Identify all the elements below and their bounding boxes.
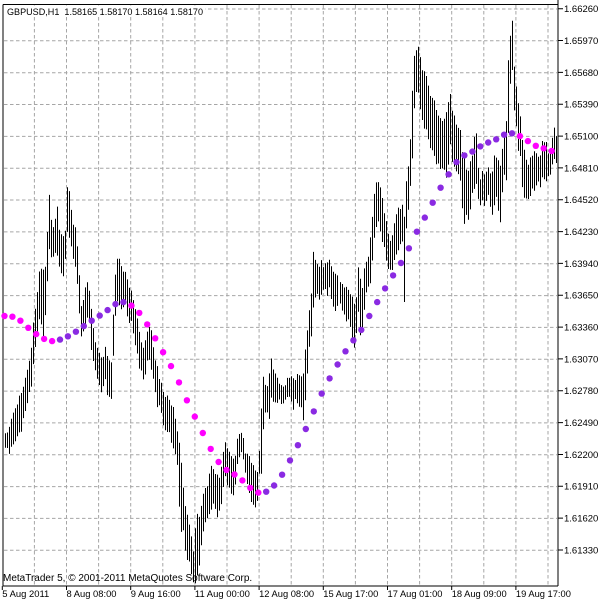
svg-text:1.62780: 1.62780 bbox=[564, 386, 598, 397]
svg-text:MetaTrader 5, © 2001-2011 Meta: MetaTrader 5, © 2001-2011 MetaQuotes Sof… bbox=[3, 573, 252, 584]
svg-text:1.62200: 1.62200 bbox=[564, 450, 598, 461]
svg-text:1.63070: 1.63070 bbox=[564, 354, 598, 365]
svg-text:1.64810: 1.64810 bbox=[564, 163, 598, 174]
svg-text:12 Aug 08:00: 12 Aug 08:00 bbox=[259, 589, 314, 600]
svg-text:1.66260: 1.66260 bbox=[564, 4, 598, 15]
svg-text:1.63940: 1.63940 bbox=[564, 259, 598, 270]
svg-text:17 Aug 01:00: 17 Aug 01:00 bbox=[388, 589, 443, 600]
svg-text:8 Aug 08:00: 8 Aug 08:00 bbox=[67, 589, 117, 600]
svg-text:5 Aug 2011: 5 Aug 2011 bbox=[2, 589, 49, 600]
svg-text:1.63650: 1.63650 bbox=[564, 291, 598, 302]
svg-text:1.63360: 1.63360 bbox=[564, 323, 598, 334]
svg-text:1.65970: 1.65970 bbox=[564, 36, 598, 47]
svg-text:1.62490: 1.62490 bbox=[564, 418, 598, 429]
svg-text:1.61620: 1.61620 bbox=[564, 514, 598, 525]
svg-text:11 Aug 00:00: 11 Aug 00:00 bbox=[195, 589, 250, 600]
svg-text:15 Aug 17:00: 15 Aug 17:00 bbox=[323, 589, 378, 600]
svg-text:1.65680: 1.65680 bbox=[564, 68, 598, 79]
svg-text:1.64520: 1.64520 bbox=[564, 195, 598, 206]
svg-text:1.61330: 1.61330 bbox=[564, 545, 598, 556]
svg-text:19 Aug 17:00: 19 Aug 17:00 bbox=[516, 589, 571, 600]
svg-text:9 Aug 16:00: 9 Aug 16:00 bbox=[131, 589, 181, 600]
svg-text:18 Aug 09:00: 18 Aug 09:00 bbox=[452, 589, 507, 600]
svg-text:1.65390: 1.65390 bbox=[564, 100, 598, 111]
svg-text:1.65100: 1.65100 bbox=[564, 132, 598, 143]
svg-text:GBPUSD,H1 1.58165 1.58170 1.5: GBPUSD,H1 1.58165 1.58170 1.58164 1.5817… bbox=[7, 7, 203, 18]
svg-text:1.64230: 1.64230 bbox=[564, 227, 598, 238]
svg-text:1.61910: 1.61910 bbox=[564, 482, 598, 493]
